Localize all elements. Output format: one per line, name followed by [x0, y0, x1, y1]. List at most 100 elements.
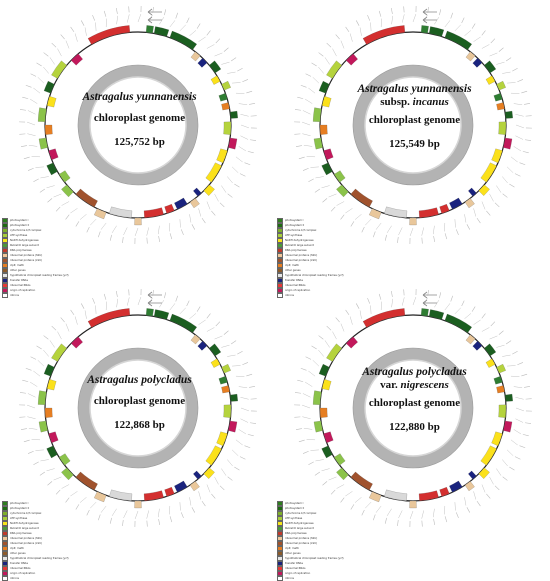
gene-block	[479, 468, 490, 479]
gene-tick	[337, 485, 344, 489]
genome-center-label: Astragalus yunnanensis subsp. incanus ch…	[337, 82, 492, 152]
gene-label-mark	[44, 336, 49, 340]
gene-tick	[70, 491, 77, 496]
gene-label-mark	[379, 11, 381, 17]
gene-block	[217, 149, 228, 163]
gene-block	[322, 96, 331, 107]
gene-block	[221, 103, 229, 111]
gene-tick	[27, 122, 35, 125]
gene-tick	[180, 308, 186, 314]
gene-block	[419, 208, 439, 218]
gene-label-mark	[482, 31, 486, 36]
gene-label-mark	[512, 351, 517, 354]
gene-tick	[318, 350, 323, 356]
arrow-icon	[423, 9, 437, 15]
legend-label: photosystem II	[285, 507, 304, 510]
gene-block	[384, 207, 407, 218]
gene-block	[468, 471, 476, 479]
gene-tick	[313, 77, 319, 83]
gene-label-mark	[104, 294, 106, 300]
gene-tick	[227, 177, 232, 183]
gene-block	[440, 487, 450, 496]
gene-label-mark	[176, 13, 178, 19]
legend-label: photosystem II	[10, 224, 29, 227]
gene-tick	[35, 167, 43, 168]
gene-block	[190, 481, 200, 491]
gene-block	[222, 364, 231, 373]
gene-tick	[199, 320, 206, 325]
gene-tick	[66, 41, 69, 49]
gene-block	[170, 314, 197, 333]
gene-block	[363, 25, 405, 44]
gene-block	[47, 96, 56, 107]
gene-tick	[482, 327, 489, 331]
gene-label-mark	[391, 8, 392, 14]
gene-tick	[227, 460, 232, 466]
legend-label: photosystem II	[10, 507, 29, 510]
gene-label-mark	[356, 303, 359, 308]
gene-tick	[215, 336, 223, 339]
gene-label-mark	[164, 292, 165, 298]
gene-block	[492, 432, 503, 446]
gene-label-mark	[301, 85, 307, 87]
gene-tick	[147, 510, 149, 518]
gene-label-mark	[116, 291, 117, 297]
legend-label: cytochrome b/f complex	[10, 229, 41, 232]
gene-tick	[57, 49, 61, 56]
gene-tick	[360, 27, 361, 35]
gene-block	[224, 122, 231, 135]
gene-block	[326, 344, 341, 362]
gene-block	[449, 198, 462, 209]
gene-label-mark	[297, 380, 303, 381]
legend-label: transfer RNAs	[285, 562, 303, 565]
gene-tick	[502, 355, 510, 356]
gene-label-mark	[491, 322, 495, 326]
legend-label: clpP, matK	[10, 264, 24, 267]
gene-label-mark	[520, 446, 526, 448]
gene-tick	[496, 186, 501, 193]
gene-tick	[315, 460, 323, 461]
gene-block	[191, 52, 200, 61]
legend-label: RNA polymerase	[285, 532, 307, 535]
gene-tick	[28, 394, 36, 398]
infraspecific-name: subsp. incanus	[337, 96, 492, 110]
gene-tick	[341, 324, 344, 332]
gene-label-mark	[323, 198, 328, 202]
gene-tick	[490, 53, 498, 56]
direction-arrows	[423, 292, 437, 306]
gene-tick	[239, 429, 246, 433]
gene-tick	[29, 145, 37, 146]
gene-tick	[496, 469, 501, 476]
gene-label-mark	[52, 326, 56, 330]
gene-label-mark	[315, 189, 320, 192]
gene-label-mark	[228, 477, 233, 481]
gene-block	[193, 471, 201, 479]
direction-arrows	[148, 292, 162, 306]
gene-label-mark	[467, 224, 470, 229]
gene-tick	[465, 313, 471, 318]
gene-label-mark	[245, 163, 251, 165]
gene-label-mark	[207, 31, 211, 36]
gene-block	[484, 61, 496, 73]
gene-tick	[27, 405, 35, 408]
gene-tick	[496, 62, 504, 64]
species-name: Astragalus yunnanensis	[337, 82, 492, 96]
gene-label-mark	[367, 298, 369, 304]
gene-block	[47, 446, 58, 458]
gene-block	[334, 171, 345, 183]
legend-label: ribosomal proteins (SSU)	[285, 537, 317, 540]
gene-tick	[433, 226, 434, 234]
gene-block	[204, 468, 215, 479]
gene-label-mark	[486, 211, 490, 216]
gene-tick	[308, 88, 315, 93]
gene-label-mark	[71, 27, 74, 32]
gene-block	[51, 61, 66, 79]
gene-tick	[62, 202, 69, 206]
gene-block	[45, 125, 52, 135]
gene-label-mark	[299, 440, 305, 442]
legend-swatch	[277, 576, 283, 581]
gene-tick	[54, 477, 62, 480]
gene-label-mark	[346, 27, 349, 32]
gene-label-mark	[521, 374, 527, 376]
gene-tick	[40, 177, 48, 178]
